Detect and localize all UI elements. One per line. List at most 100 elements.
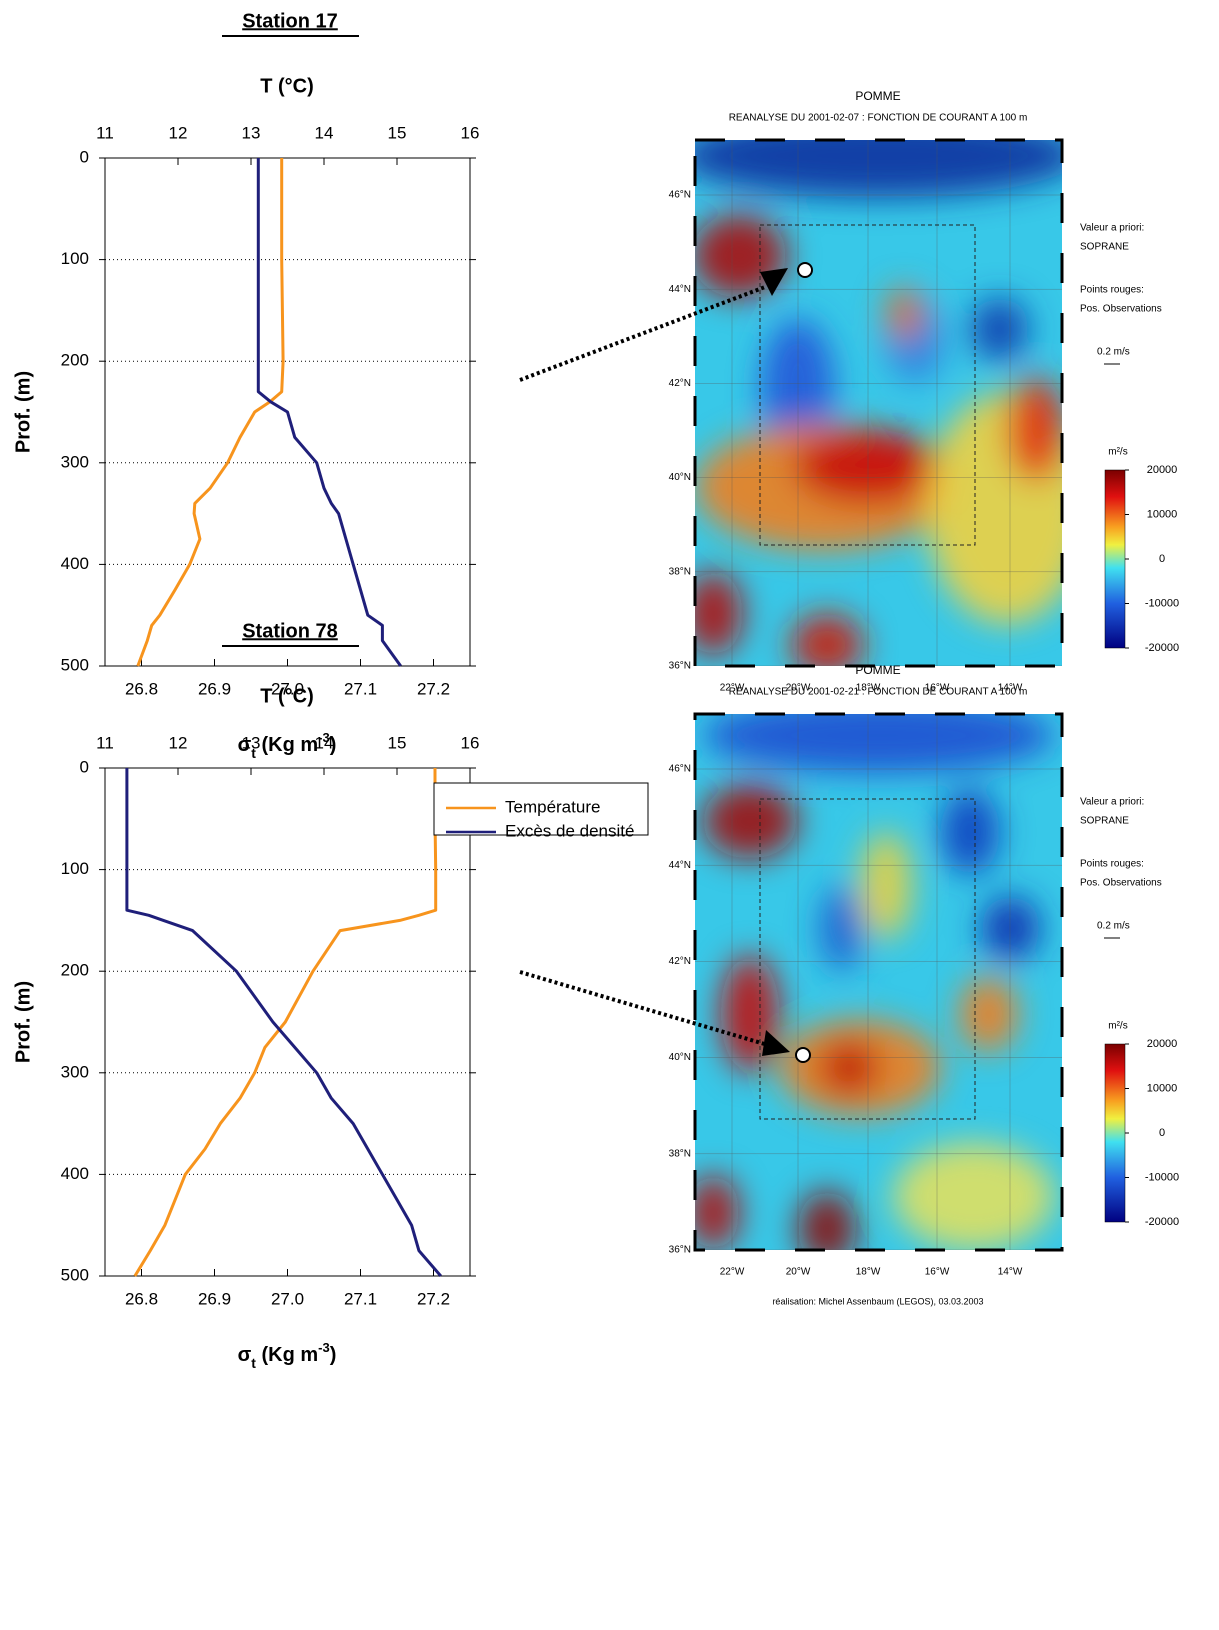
colorbar-unit: m²/s <box>1108 1021 1127 1032</box>
map-note: Valeur a priori: <box>1080 797 1144 808</box>
x2-axis-title-part: -3 <box>318 730 330 745</box>
legend-label: Température <box>505 797 600 816</box>
x2-axis-title-part: σ <box>238 1344 252 1366</box>
lon-label: 18°W <box>856 1267 881 1278</box>
lon-label: 14°W <box>998 1267 1023 1278</box>
colorbar <box>1104 469 1126 649</box>
x2-tick-label: 26.9 <box>198 1289 231 1308</box>
map-note: Pos. Observations <box>1080 878 1162 889</box>
colorbar-tick-label: 20000 <box>1147 1038 1178 1050</box>
colorbar <box>1104 1043 1126 1223</box>
x2-axis-title-part: t <box>251 745 256 761</box>
map-note: Points rouges: <box>1080 285 1144 296</box>
field-blob <box>940 789 1000 875</box>
y-tick-label: 400 <box>61 554 89 573</box>
lat-label: 40°N <box>669 1052 691 1063</box>
x-tick-label: 13 <box>242 123 261 142</box>
plot-frame <box>104 767 471 1277</box>
map-note: Valeur a priori: <box>1080 223 1144 234</box>
map-title: POMME <box>855 663 900 677</box>
x-tick-label: 11 <box>96 733 114 752</box>
field-blob <box>970 297 1029 361</box>
lat-label: 46°N <box>669 764 691 775</box>
field-blob <box>797 1191 857 1250</box>
field-blob <box>720 955 780 1074</box>
legend-label: Excès de densité <box>505 821 634 840</box>
map-note: SOPRANE <box>1080 242 1129 253</box>
map-note: Pos. Observations <box>1080 304 1162 315</box>
chart-title: Station 78 <box>242 620 338 642</box>
y-tick-label: 100 <box>61 249 89 268</box>
field-blob <box>695 571 743 656</box>
x2-tick-label: 27.0 <box>271 679 304 698</box>
field-blob <box>695 1174 740 1250</box>
map-frame <box>693 712 1064 1252</box>
link-arrow <box>519 285 766 382</box>
lon-label: 18°W <box>856 683 881 694</box>
colorbar-tick-label: -20000 <box>1145 642 1179 654</box>
field-blob <box>790 613 864 666</box>
x-axis-title: T (°C) <box>260 75 314 97</box>
lon-label: 20°W <box>786 683 811 694</box>
plot-frame <box>104 157 471 667</box>
field-blob <box>860 831 912 940</box>
colorbar-tick-label: 10000 <box>1147 508 1178 520</box>
lon-label: 16°W <box>925 1267 950 1278</box>
y-tick-label: 500 <box>61 1265 89 1284</box>
x2-tick-label: 26.9 <box>198 679 231 698</box>
y-tick-label: 400 <box>61 1164 89 1183</box>
lat-label: 38°N <box>669 566 691 577</box>
x2-axis-title-part: ) <box>330 734 337 756</box>
lat-label: 40°N <box>669 472 691 483</box>
map-credit: réalisation: Michel Assenbaum (LEGOS), 0… <box>772 1296 983 1306</box>
field-blob <box>981 896 1040 961</box>
y-tick-label: 500 <box>61 655 89 674</box>
x2-tick-label: 26.8 <box>125 1289 158 1308</box>
x-tick-label: 13 <box>242 733 261 752</box>
map-field <box>695 714 1062 1250</box>
lat-label: 44°N <box>669 860 691 871</box>
colorbar-tick-label: 0 <box>1159 1127 1165 1139</box>
x-axis-title: T (°C) <box>260 685 314 707</box>
lat-label: 38°N <box>669 1148 691 1159</box>
lon-label: 20°W <box>786 1267 811 1278</box>
arrow-head <box>762 1030 790 1056</box>
field-blob <box>819 1040 879 1095</box>
colorbar-tick-label: -20000 <box>1145 1216 1179 1228</box>
y-tick-label: 200 <box>61 351 89 370</box>
x2-tick-label: 27.2 <box>417 679 450 698</box>
x-tick-label: 12 <box>169 123 188 142</box>
colorbar-tick-label: 20000 <box>1147 464 1178 476</box>
profile-line <box>136 158 285 667</box>
lon-label: 14°W <box>998 683 1023 694</box>
lon-label: 22°W <box>720 1267 745 1278</box>
field-blob <box>702 783 798 859</box>
x2-axis-title-part: -3 <box>318 1340 330 1355</box>
colorbar-unit: m²/s <box>1108 447 1127 458</box>
map-note: SOPRANE <box>1080 816 1129 827</box>
y-tick-label: 100 <box>61 859 89 878</box>
x-tick-label: 14 <box>315 733 334 752</box>
x-tick-label: 14 <box>315 123 334 142</box>
colorbar-tick-label: 10000 <box>1147 1082 1178 1094</box>
y-tick-label: 0 <box>80 147 89 166</box>
x2-axis-title-part: ) <box>330 1344 337 1366</box>
field-blob <box>702 714 1055 773</box>
x2-axis-title-part: (Kg m <box>256 734 318 756</box>
lat-label: 46°N <box>669 190 691 201</box>
x2-axis-title: σt (Kg m-3) <box>238 730 337 761</box>
map-note: 0.2 m/s <box>1097 921 1130 932</box>
station-marker <box>797 262 813 278</box>
x2-axis-title-part: t <box>251 1355 256 1371</box>
x2-tick-label: 26.8 <box>125 679 158 698</box>
map-frame <box>693 138 1064 668</box>
x2-tick-label: 27.2 <box>417 1289 450 1308</box>
map-inner-box <box>759 224 976 546</box>
station-marker <box>795 1047 811 1063</box>
map-blobs <box>695 140 1062 666</box>
profile-line <box>256 158 402 667</box>
colorbar-tick-label: -10000 <box>1145 597 1179 609</box>
profile-line <box>125 768 442 1277</box>
x2-tick-label: 27.1 <box>344 679 377 698</box>
chart-title: Station 17 <box>242 10 338 32</box>
